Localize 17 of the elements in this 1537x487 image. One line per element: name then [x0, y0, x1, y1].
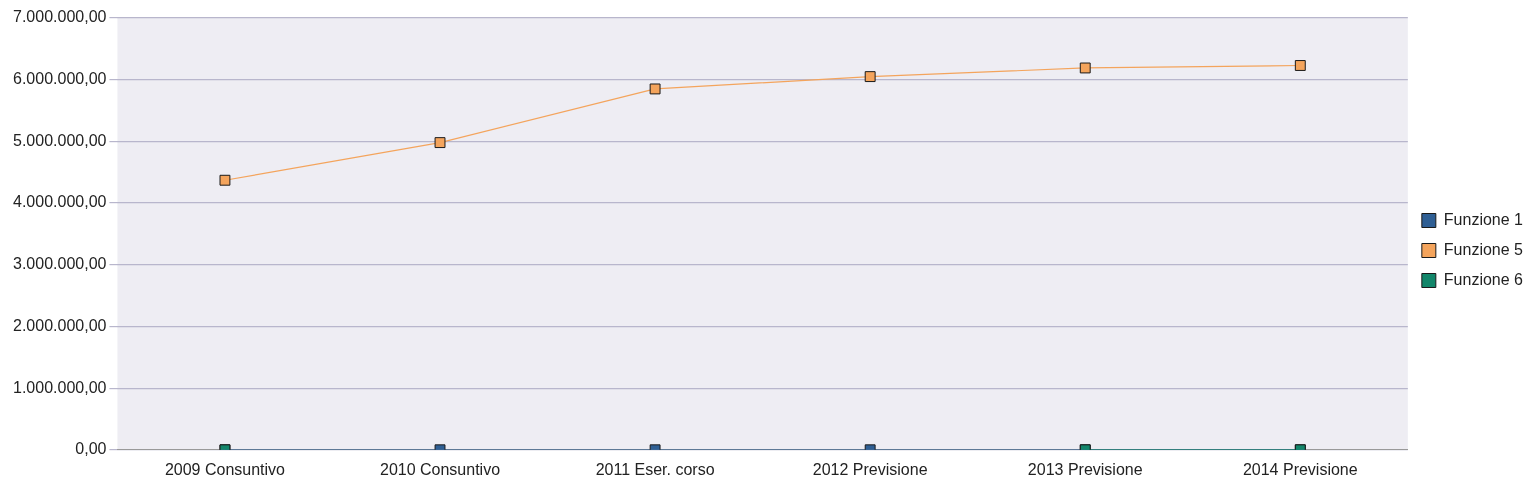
legend-label: Funzione 5	[1443, 240, 1524, 258]
y-tick-label: 6.000.000,00	[13, 70, 107, 88]
y-tick-label: 4.000.000,00	[13, 193, 107, 211]
y-tick-label: 7.000.000,00	[13, 8, 107, 26]
y-tick-label: 1.000.000,00	[13, 378, 107, 396]
x-tick-label: 2010 Consuntivo	[379, 460, 501, 478]
y-tick-label: 5.000.000,00	[13, 131, 107, 149]
y-tick-label: 3.000.000,00	[13, 255, 107, 273]
legend-label: Funzione 6	[1443, 270, 1524, 288]
x-tick-label: 2009 Consuntivo	[164, 460, 286, 478]
legend-label: Funzione 1	[1443, 210, 1524, 228]
y-tick-label: 0,00	[75, 440, 107, 458]
x-tick-label: 2012 Previsione	[812, 460, 928, 478]
y-tick-label: 2.000.000,00	[13, 316, 107, 334]
x-tick-label: 2011 Eser. corso	[595, 460, 715, 478]
x-tick-label: 2014 Previsione	[1242, 460, 1358, 478]
x-tick-label: 2013 Previsione	[1027, 460, 1143, 478]
